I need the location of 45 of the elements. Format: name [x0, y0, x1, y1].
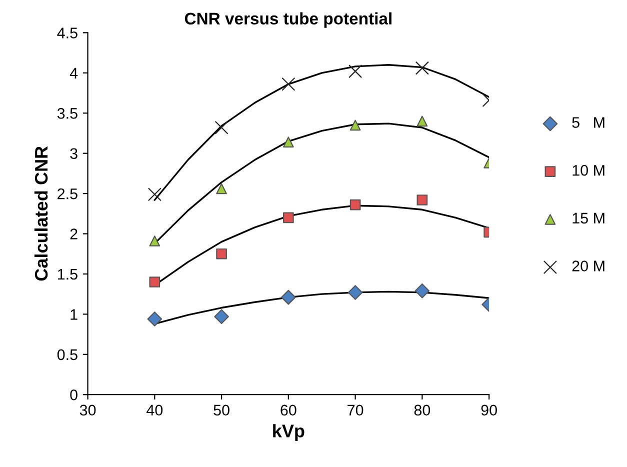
- point: [214, 120, 228, 134]
- point: [214, 309, 229, 324]
- point: [416, 116, 428, 127]
- point: [280, 290, 296, 305]
- y-tick-label: 3.5: [57, 108, 78, 119]
- y-tick-label: 1.5: [58, 269, 78, 280]
- y-tick-label: 0: [70, 389, 78, 400]
- y-tick-label: 2.5: [58, 188, 78, 200]
- point: [282, 77, 296, 91]
- x-tick-label: 30: [80, 404, 96, 416]
- y-axis-title: Calculated CNR: [34, 146, 48, 281]
- chart-title: CNR versus tube potential: [184, 12, 392, 28]
- x-tick-label: 50: [214, 404, 230, 416]
- point: [148, 188, 162, 202]
- x-tick-label: 60: [280, 404, 296, 416]
- legend-label: 15 M: [572, 212, 604, 224]
- y-tick-label: 2: [70, 228, 78, 240]
- x-tick-label: 70: [348, 404, 364, 416]
- point: [216, 183, 227, 194]
- x-tick-label: 80: [414, 404, 430, 416]
- x-axis-title: kVp: [273, 424, 304, 441]
- point: [283, 136, 294, 148]
- point: [415, 61, 429, 75]
- y-tick-label: 3: [70, 148, 78, 160]
- point: [416, 194, 428, 206]
- point: [216, 248, 227, 260]
- y-tick-label: 4.5: [57, 28, 78, 38]
- point: [149, 276, 160, 288]
- y-tick-label: 1: [70, 309, 78, 320]
- legend-label: 10 M: [572, 164, 604, 176]
- point: [283, 212, 294, 224]
- y-tick-label: 0.5: [57, 349, 78, 360]
- point: [147, 312, 162, 326]
- x-tick-label: 40: [146, 404, 163, 416]
- x-tick-label: 90: [481, 404, 497, 416]
- point: [414, 283, 430, 298]
- point: [149, 236, 160, 246]
- legend-label: 20 M: [572, 260, 604, 272]
- y-tick-label: 4: [70, 68, 78, 78]
- line-series: [154, 64, 490, 201]
- point: [350, 120, 361, 131]
- point: [350, 199, 361, 210]
- point: [348, 285, 363, 300]
- legend-label: 5 M: [572, 117, 604, 128]
- point: [348, 64, 362, 78]
